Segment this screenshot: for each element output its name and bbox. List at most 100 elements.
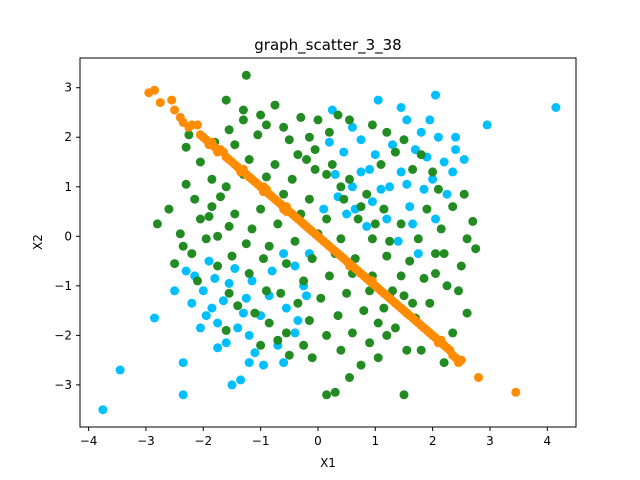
data-point-s2-110	[408, 298, 418, 308]
data-point-s2-37	[390, 323, 400, 333]
y-axis-ticks: −3 −2 −1 0 1 2 3	[54, 81, 80, 392]
data-point-s2-13	[181, 179, 191, 189]
data-point-s1-30	[293, 316, 303, 325]
data-point-s2-120	[339, 194, 349, 204]
data-point-s2-80	[281, 259, 291, 269]
data-point-s1-46	[402, 115, 412, 125]
data-point-s1-36	[247, 276, 257, 286]
data-point-s1-31	[170, 286, 180, 296]
y-tick-label: −1	[54, 279, 72, 293]
data-point-s2-25	[264, 318, 274, 328]
data-point-s1-35	[230, 264, 240, 273]
data-point-s2-29	[322, 390, 332, 400]
data-point-s2-122	[367, 234, 377, 244]
data-point-s2-57	[293, 150, 303, 160]
data-point-s3-98	[442, 343, 452, 353]
data-point-s2-45	[462, 234, 472, 244]
data-point-s2-61	[370, 219, 380, 229]
data-point-s2-66	[379, 303, 389, 313]
data-point-s2-52	[382, 127, 392, 137]
data-point-s1-37	[267, 266, 277, 276]
data-point-s2-20	[175, 229, 185, 239]
data-point-s2-7	[279, 122, 289, 132]
data-point-s2-18	[170, 259, 180, 269]
data-point-s2-65	[399, 291, 409, 301]
data-point-s2-134	[241, 239, 251, 249]
data-point-s1-52	[439, 157, 449, 167]
data-point-s2-32	[356, 360, 366, 370]
data-point-s1-34	[218, 296, 228, 306]
data-point-s2-30	[330, 387, 340, 397]
data-point-s3-89	[339, 254, 349, 264]
data-point-s2-14	[190, 194, 200, 204]
data-point-s1-49	[451, 132, 461, 142]
data-point-s2-47	[448, 202, 458, 212]
data-point-s2-11	[195, 157, 205, 167]
data-point-s1-12	[201, 311, 211, 321]
data-point-s1-74	[382, 214, 392, 224]
data-point-s3-79	[224, 155, 234, 164]
data-point-s1-55	[428, 174, 438, 184]
data-point-s1-14	[213, 318, 223, 328]
data-point-s3-107	[281, 207, 291, 216]
data-point-s2-39	[439, 358, 449, 368]
data-point-s2-124	[396, 271, 406, 281]
data-point-s1-67	[385, 182, 395, 192]
data-point-s2-130	[459, 189, 469, 199]
data-point-s1-26	[241, 293, 251, 303]
data-point-s2-84	[347, 328, 357, 338]
data-point-s2-95	[244, 269, 254, 278]
data-point-s2-51	[399, 135, 409, 145]
data-point-s2-85	[365, 338, 375, 348]
data-point-s1-77	[342, 209, 352, 219]
data-point-s2-64	[419, 273, 429, 283]
data-point-s2-40	[448, 328, 458, 338]
data-point-s1-15	[233, 323, 243, 333]
data-point-s1-39	[279, 358, 289, 368]
data-point-s2-50	[416, 150, 426, 160]
data-point-s2-73	[261, 172, 271, 182]
data-point-s2-24	[250, 308, 260, 318]
data-point-s1-1	[98, 405, 108, 415]
data-point-s2-154	[333, 110, 343, 120]
data-point-s1-9	[236, 375, 246, 385]
data-point-s2-112	[178, 241, 188, 251]
data-point-s1-79	[433, 132, 443, 142]
data-point-s1-81	[290, 261, 300, 271]
y-tick-label: −2	[54, 328, 72, 342]
data-point-s2-88	[345, 174, 354, 184]
data-point-s2-104	[307, 254, 317, 264]
data-point-s2-105	[324, 271, 334, 281]
data-point-s2-27	[299, 340, 309, 350]
data-point-s3-88	[327, 244, 337, 254]
data-point-s2-158	[408, 164, 418, 174]
data-point-s3-81	[247, 174, 257, 184]
data-point-s2-111	[193, 276, 202, 286]
data-point-s1-13	[198, 286, 208, 296]
data-point-s3-95	[408, 313, 418, 323]
data-point-s1-38	[302, 291, 311, 301]
data-point-s1-8	[227, 380, 237, 390]
data-point-s1-33	[195, 323, 205, 333]
data-point-s2-139	[336, 234, 346, 244]
data-point-s2-76	[216, 192, 225, 202]
data-point-s2-36	[402, 345, 412, 355]
data-point-s2-4	[270, 100, 280, 110]
data-point-s2-151	[221, 325, 231, 335]
data-point-s1-6	[181, 266, 191, 276]
chart-title: graph_scatter_3_38	[254, 36, 401, 55]
data-point-s2-126	[425, 298, 435, 308]
data-point-s1-65	[442, 189, 452, 199]
data-point-s1-29	[281, 303, 291, 313]
y-tick-label: 3	[64, 81, 72, 95]
data-point-s2-49	[428, 167, 438, 177]
data-point-s2-118	[302, 155, 311, 164]
data-point-s2-159	[422, 204, 432, 214]
data-point-s2-79	[264, 241, 274, 251]
data-point-s2-106	[342, 288, 352, 298]
data-point-s2-97	[213, 231, 223, 241]
data-point-s1-16	[244, 330, 254, 340]
data-point-s2-48	[433, 184, 443, 194]
x-tick-label: 4	[544, 434, 552, 448]
data-point-s2-58	[310, 164, 320, 174]
